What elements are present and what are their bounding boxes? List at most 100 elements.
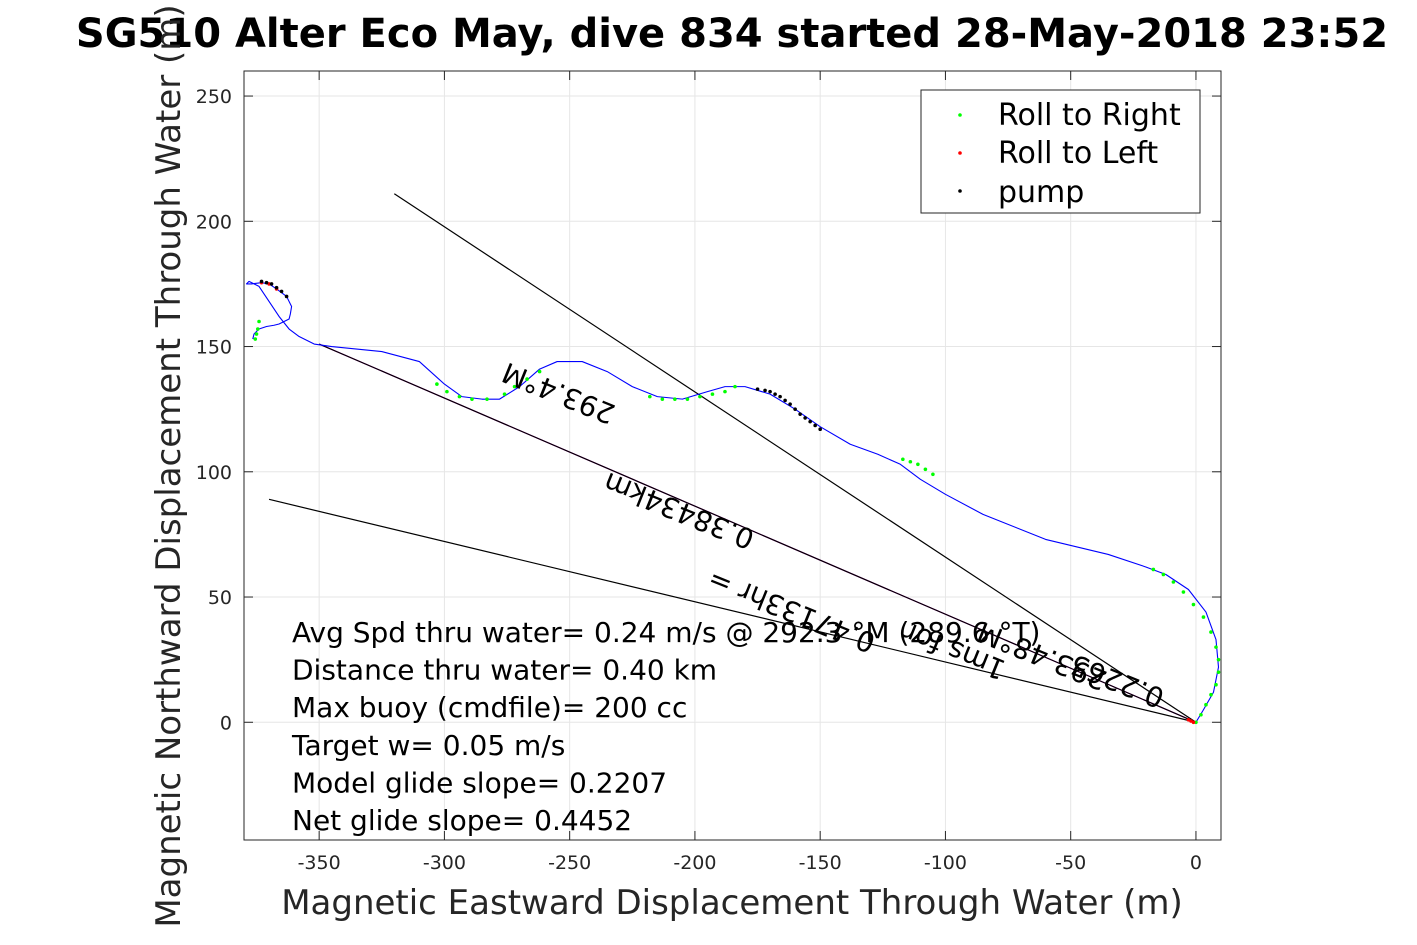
stats-line: Max buoy (cmdfile)= 200 cc xyxy=(292,691,687,724)
marker-layer xyxy=(253,279,1221,725)
marker-pump xyxy=(818,427,822,431)
x-tick-label: -250 xyxy=(548,852,591,874)
x-tick-label: -100 xyxy=(924,852,967,874)
marker-roll-right xyxy=(1194,720,1198,725)
marker-pump xyxy=(783,398,787,403)
marker-pump xyxy=(274,285,279,290)
marker-roll-right xyxy=(1214,645,1218,649)
marker-pump xyxy=(773,392,777,396)
x-tick-label: -300 xyxy=(423,852,466,874)
marker-roll-right xyxy=(901,457,905,462)
stats-line: Avg Spd thru water= 0.24 m/s @ 292.3 °M … xyxy=(292,616,1040,649)
marker-roll-right xyxy=(537,369,542,374)
marker-roll-right xyxy=(916,462,920,467)
chart-title: SG510 Alter Eco May, dive 834 started 28… xyxy=(76,11,1388,57)
marker-roll-right xyxy=(1181,590,1186,594)
x-tick-label: -200 xyxy=(673,852,716,874)
legend-box xyxy=(920,89,1201,214)
marker-roll-right xyxy=(1216,670,1221,674)
marker-roll-right xyxy=(512,384,517,389)
y-tick-label: 250 xyxy=(196,86,232,108)
marker-roll-right xyxy=(685,397,690,401)
stats-line: Distance thru water= 0.40 km xyxy=(292,654,717,687)
marker-roll-right xyxy=(710,392,715,396)
x-tick-label: -150 xyxy=(799,852,842,874)
marker-roll-right xyxy=(1201,615,1206,619)
marker-roll-left xyxy=(1186,717,1191,722)
marker-roll-right xyxy=(253,337,258,341)
marker-roll-right xyxy=(1191,602,1196,607)
marker-roll-right xyxy=(457,394,462,399)
marker-roll-right xyxy=(733,384,737,389)
marker-roll-right xyxy=(525,377,529,381)
legend-label-pump: pump xyxy=(998,175,1084,210)
marker-pump xyxy=(808,419,812,424)
marker-roll-right xyxy=(648,394,652,399)
stats-annotations: Avg Spd thru water= 0.24 m/s @ 292.3 °M … xyxy=(291,616,1040,837)
marker-roll-right xyxy=(485,397,489,401)
legend-marker-roll-right xyxy=(958,113,962,117)
marker-pump xyxy=(269,282,274,286)
legend: Roll to Right Roll to Left pump xyxy=(920,89,1201,214)
marker-roll-right xyxy=(1209,692,1213,697)
bound-line-lower xyxy=(268,498,1197,723)
marker-roll-right xyxy=(1171,580,1176,584)
legend-marker-pump xyxy=(958,189,962,193)
track-line xyxy=(318,343,1197,723)
y-tick-label: 200 xyxy=(196,211,232,233)
marker-pump xyxy=(768,389,772,394)
legend-label-roll-right: Roll to Right xyxy=(998,98,1181,133)
line-label: 293.4°M xyxy=(498,355,620,430)
marker-pump xyxy=(798,412,802,416)
marker-roll-right xyxy=(931,472,935,477)
marker-roll-right xyxy=(1214,682,1218,687)
marker-roll-right xyxy=(255,327,260,331)
marker-roll-right xyxy=(1151,567,1156,572)
stats-line: Net glide slope= 0.4452 xyxy=(292,804,632,837)
marker-roll-right xyxy=(502,392,507,396)
stats-line: Target w= 0.05 m/s xyxy=(291,729,565,762)
y-tick-label: 100 xyxy=(196,462,232,484)
x-tick-label: 0 xyxy=(1190,852,1202,874)
marker-roll-right xyxy=(1204,702,1208,707)
marker-roll-right xyxy=(660,397,665,401)
marker-pump xyxy=(788,402,792,406)
marker-roll-right xyxy=(923,467,928,472)
bound-line-upper xyxy=(393,193,1197,723)
marker-roll-right xyxy=(908,459,913,464)
y-tick-label: 0 xyxy=(220,712,232,734)
marker-roll-right xyxy=(470,397,474,401)
marker-roll-right xyxy=(257,319,261,324)
marker-pump xyxy=(264,280,269,285)
marker-pump xyxy=(803,416,807,420)
reference-lines xyxy=(268,193,1197,723)
marker-roll-right xyxy=(723,389,727,394)
x-tick-label: -350 xyxy=(298,852,341,874)
marker-pump xyxy=(763,388,767,393)
marker-pump xyxy=(755,387,760,391)
legend-label-roll-left: Roll to Left xyxy=(998,136,1158,171)
marker-pump xyxy=(279,289,284,294)
y-tick-label: 150 xyxy=(196,337,232,359)
tick-labels: -350 -300 -250 -200 -150 -100 -50 0 0 50 100 150 200… xyxy=(196,71,1221,874)
marker-roll-right xyxy=(435,382,439,386)
x-axis-label: Magnetic Eastward Displacement Through W… xyxy=(281,883,1183,923)
marker-pump xyxy=(284,294,289,299)
marker-roll-right xyxy=(1216,657,1221,662)
stats-line: Model glide slope= 0.2207 xyxy=(292,766,667,799)
marker-roll-right xyxy=(698,394,702,399)
y-axis-label: Magnetic Northward Displacement Through … xyxy=(149,4,189,927)
marker-pump xyxy=(778,394,782,399)
marker-roll-right xyxy=(1161,572,1166,577)
marker-pump xyxy=(793,407,797,411)
line-label: 0.38434km xyxy=(599,466,759,556)
axes-box xyxy=(243,70,1222,841)
marker-roll-right xyxy=(1199,712,1203,717)
legend-marker-roll-left xyxy=(958,151,962,155)
marker-roll-right xyxy=(445,389,449,394)
x-tick-label: -50 xyxy=(1055,852,1086,874)
marker-pump xyxy=(259,279,264,284)
marker-roll-right xyxy=(673,397,677,401)
y-tick-label: 50 xyxy=(208,587,232,609)
